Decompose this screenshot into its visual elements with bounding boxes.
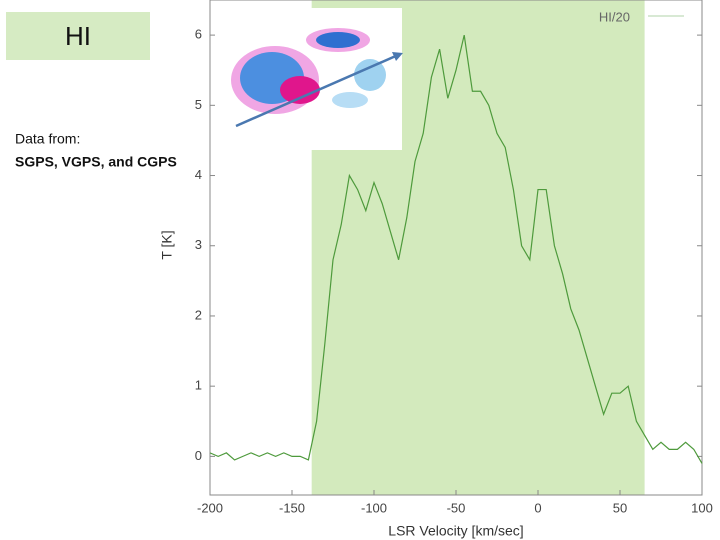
inset-map <box>228 8 403 150</box>
y-tick-label: 0 <box>195 448 202 463</box>
y-tick-label: 3 <box>195 237 202 252</box>
x-tick-label: 100 <box>691 500 713 515</box>
x-tick-label: 50 <box>613 500 627 515</box>
y-tick-label: 2 <box>195 307 202 322</box>
data-line <box>209 34 703 464</box>
x-tick-label: -200 <box>197 500 223 515</box>
x-axis-label: LSR Velocity [km/sec] <box>388 523 523 539</box>
inset-blob <box>280 76 320 104</box>
note: Data from: <box>15 131 80 147</box>
legend-label: HI/20 <box>599 9 630 24</box>
x-tick-label: 0 <box>534 500 541 515</box>
y-tick-label: 6 <box>195 27 202 42</box>
x-tick-label: -50 <box>447 500 466 515</box>
y-axis-label: T [K] <box>159 230 175 259</box>
plot: 0 1 2 3 4 5 6 -200 -150 -100 -50 0 50 100 LSR Velocity… <box>159 0 713 539</box>
y-tick-label: 1 <box>195 378 202 393</box>
inset-blob <box>354 59 386 91</box>
y-tick-label: 4 <box>195 167 202 182</box>
slide-title: HI <box>65 21 91 51</box>
inset-arrow <box>235 53 399 128</box>
x-tick-label: -150 <box>279 500 305 515</box>
inset-arrowhead <box>392 52 403 61</box>
x-tick-label: -100 <box>361 500 387 515</box>
inset-blob <box>332 92 368 108</box>
title-box <box>6 12 150 60</box>
inset-blob <box>316 32 360 48</box>
y-tick-label: 5 <box>195 97 202 112</box>
note: SGPS, VGPS, and CGPS <box>15 154 177 170</box>
